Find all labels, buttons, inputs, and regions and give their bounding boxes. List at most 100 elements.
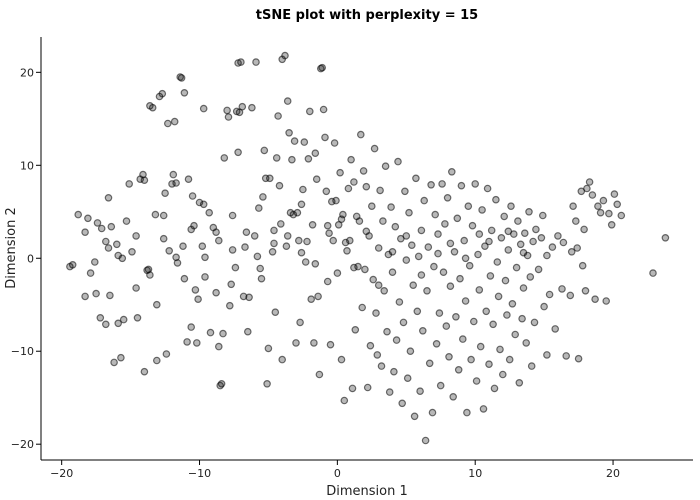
data-point <box>391 222 400 231</box>
data-point <box>373 351 382 359</box>
data-point <box>264 344 273 353</box>
data-point <box>184 175 193 184</box>
data-point <box>427 181 435 189</box>
data-point <box>212 288 220 297</box>
data-point <box>490 384 499 393</box>
data-point <box>543 351 551 359</box>
data-point <box>183 338 191 346</box>
data-point <box>162 350 171 358</box>
data-point <box>322 187 331 196</box>
data-point <box>465 261 474 270</box>
data-point <box>276 220 285 228</box>
data-point <box>559 238 568 247</box>
data-point <box>493 258 502 266</box>
data-point <box>421 436 430 445</box>
data-point <box>270 239 278 248</box>
data-point <box>483 184 492 193</box>
data-point <box>239 292 248 301</box>
data-point <box>288 155 296 164</box>
data-point <box>187 225 196 234</box>
data-point <box>599 196 608 205</box>
data-point <box>591 295 599 304</box>
data-point <box>420 196 429 205</box>
data-point <box>140 367 149 376</box>
data-point <box>398 399 407 408</box>
data-point <box>418 326 427 335</box>
data-point <box>97 224 106 233</box>
data-point <box>318 63 327 72</box>
data-point <box>289 210 298 219</box>
data-point <box>270 226 278 235</box>
data-point <box>489 320 497 329</box>
data-point <box>148 103 157 112</box>
plot-area <box>66 51 670 445</box>
data-point <box>351 325 360 334</box>
data-point <box>551 325 560 333</box>
data-point <box>548 243 557 251</box>
data-point <box>188 192 197 200</box>
data-point <box>503 311 511 319</box>
data-point <box>452 312 460 321</box>
data-point <box>268 248 277 256</box>
data-point <box>271 308 280 317</box>
data-point <box>409 281 418 290</box>
data-point <box>467 355 475 364</box>
data-point <box>340 396 349 405</box>
data-point <box>500 212 509 221</box>
data-point <box>508 299 517 308</box>
y-tick-label: 0 <box>27 252 34 265</box>
data-point <box>519 248 528 257</box>
data-point <box>387 203 395 211</box>
data-point <box>482 307 491 316</box>
data-point <box>282 242 291 251</box>
data-point <box>447 168 456 176</box>
data-point <box>278 355 287 364</box>
data-point <box>132 284 140 292</box>
data-point <box>457 181 466 190</box>
data-point <box>379 217 387 225</box>
data-point <box>226 301 234 310</box>
data-point <box>272 154 281 162</box>
data-point <box>469 317 478 326</box>
data-point <box>526 273 535 281</box>
x-axis-ticks: −20 −10 0 10 20 <box>50 460 620 480</box>
data-point <box>388 248 397 256</box>
data-point <box>588 191 597 199</box>
data-point <box>519 284 528 292</box>
data-point <box>580 225 588 234</box>
data-point <box>361 265 369 274</box>
chart-title: tSNE plot with perplexity = 15 <box>256 8 478 23</box>
data-point <box>388 268 397 277</box>
data-point <box>237 58 245 66</box>
data-point <box>93 219 102 227</box>
data-point <box>301 258 310 266</box>
data-point <box>250 232 259 240</box>
data-point <box>220 154 229 162</box>
data-point <box>179 242 187 251</box>
data-point <box>390 367 398 376</box>
data-point <box>107 222 116 231</box>
data-point <box>96 313 105 322</box>
data-point <box>234 148 242 157</box>
data-point <box>474 250 482 259</box>
data-point <box>153 300 161 309</box>
data-point <box>449 392 458 401</box>
data-point <box>607 221 616 229</box>
data-point <box>325 229 333 238</box>
data-point <box>494 292 503 301</box>
data-point <box>501 276 510 285</box>
data-point <box>227 280 236 289</box>
data-point <box>348 384 357 393</box>
data-point <box>281 51 289 60</box>
data-point <box>113 240 121 249</box>
data-point <box>252 58 260 66</box>
data-point <box>110 358 118 367</box>
data-point <box>406 347 415 356</box>
data-point <box>256 264 265 273</box>
data-point <box>312 175 321 184</box>
data-point <box>439 268 448 277</box>
data-point <box>180 89 189 97</box>
data-point <box>140 176 149 185</box>
data-point <box>385 388 394 396</box>
